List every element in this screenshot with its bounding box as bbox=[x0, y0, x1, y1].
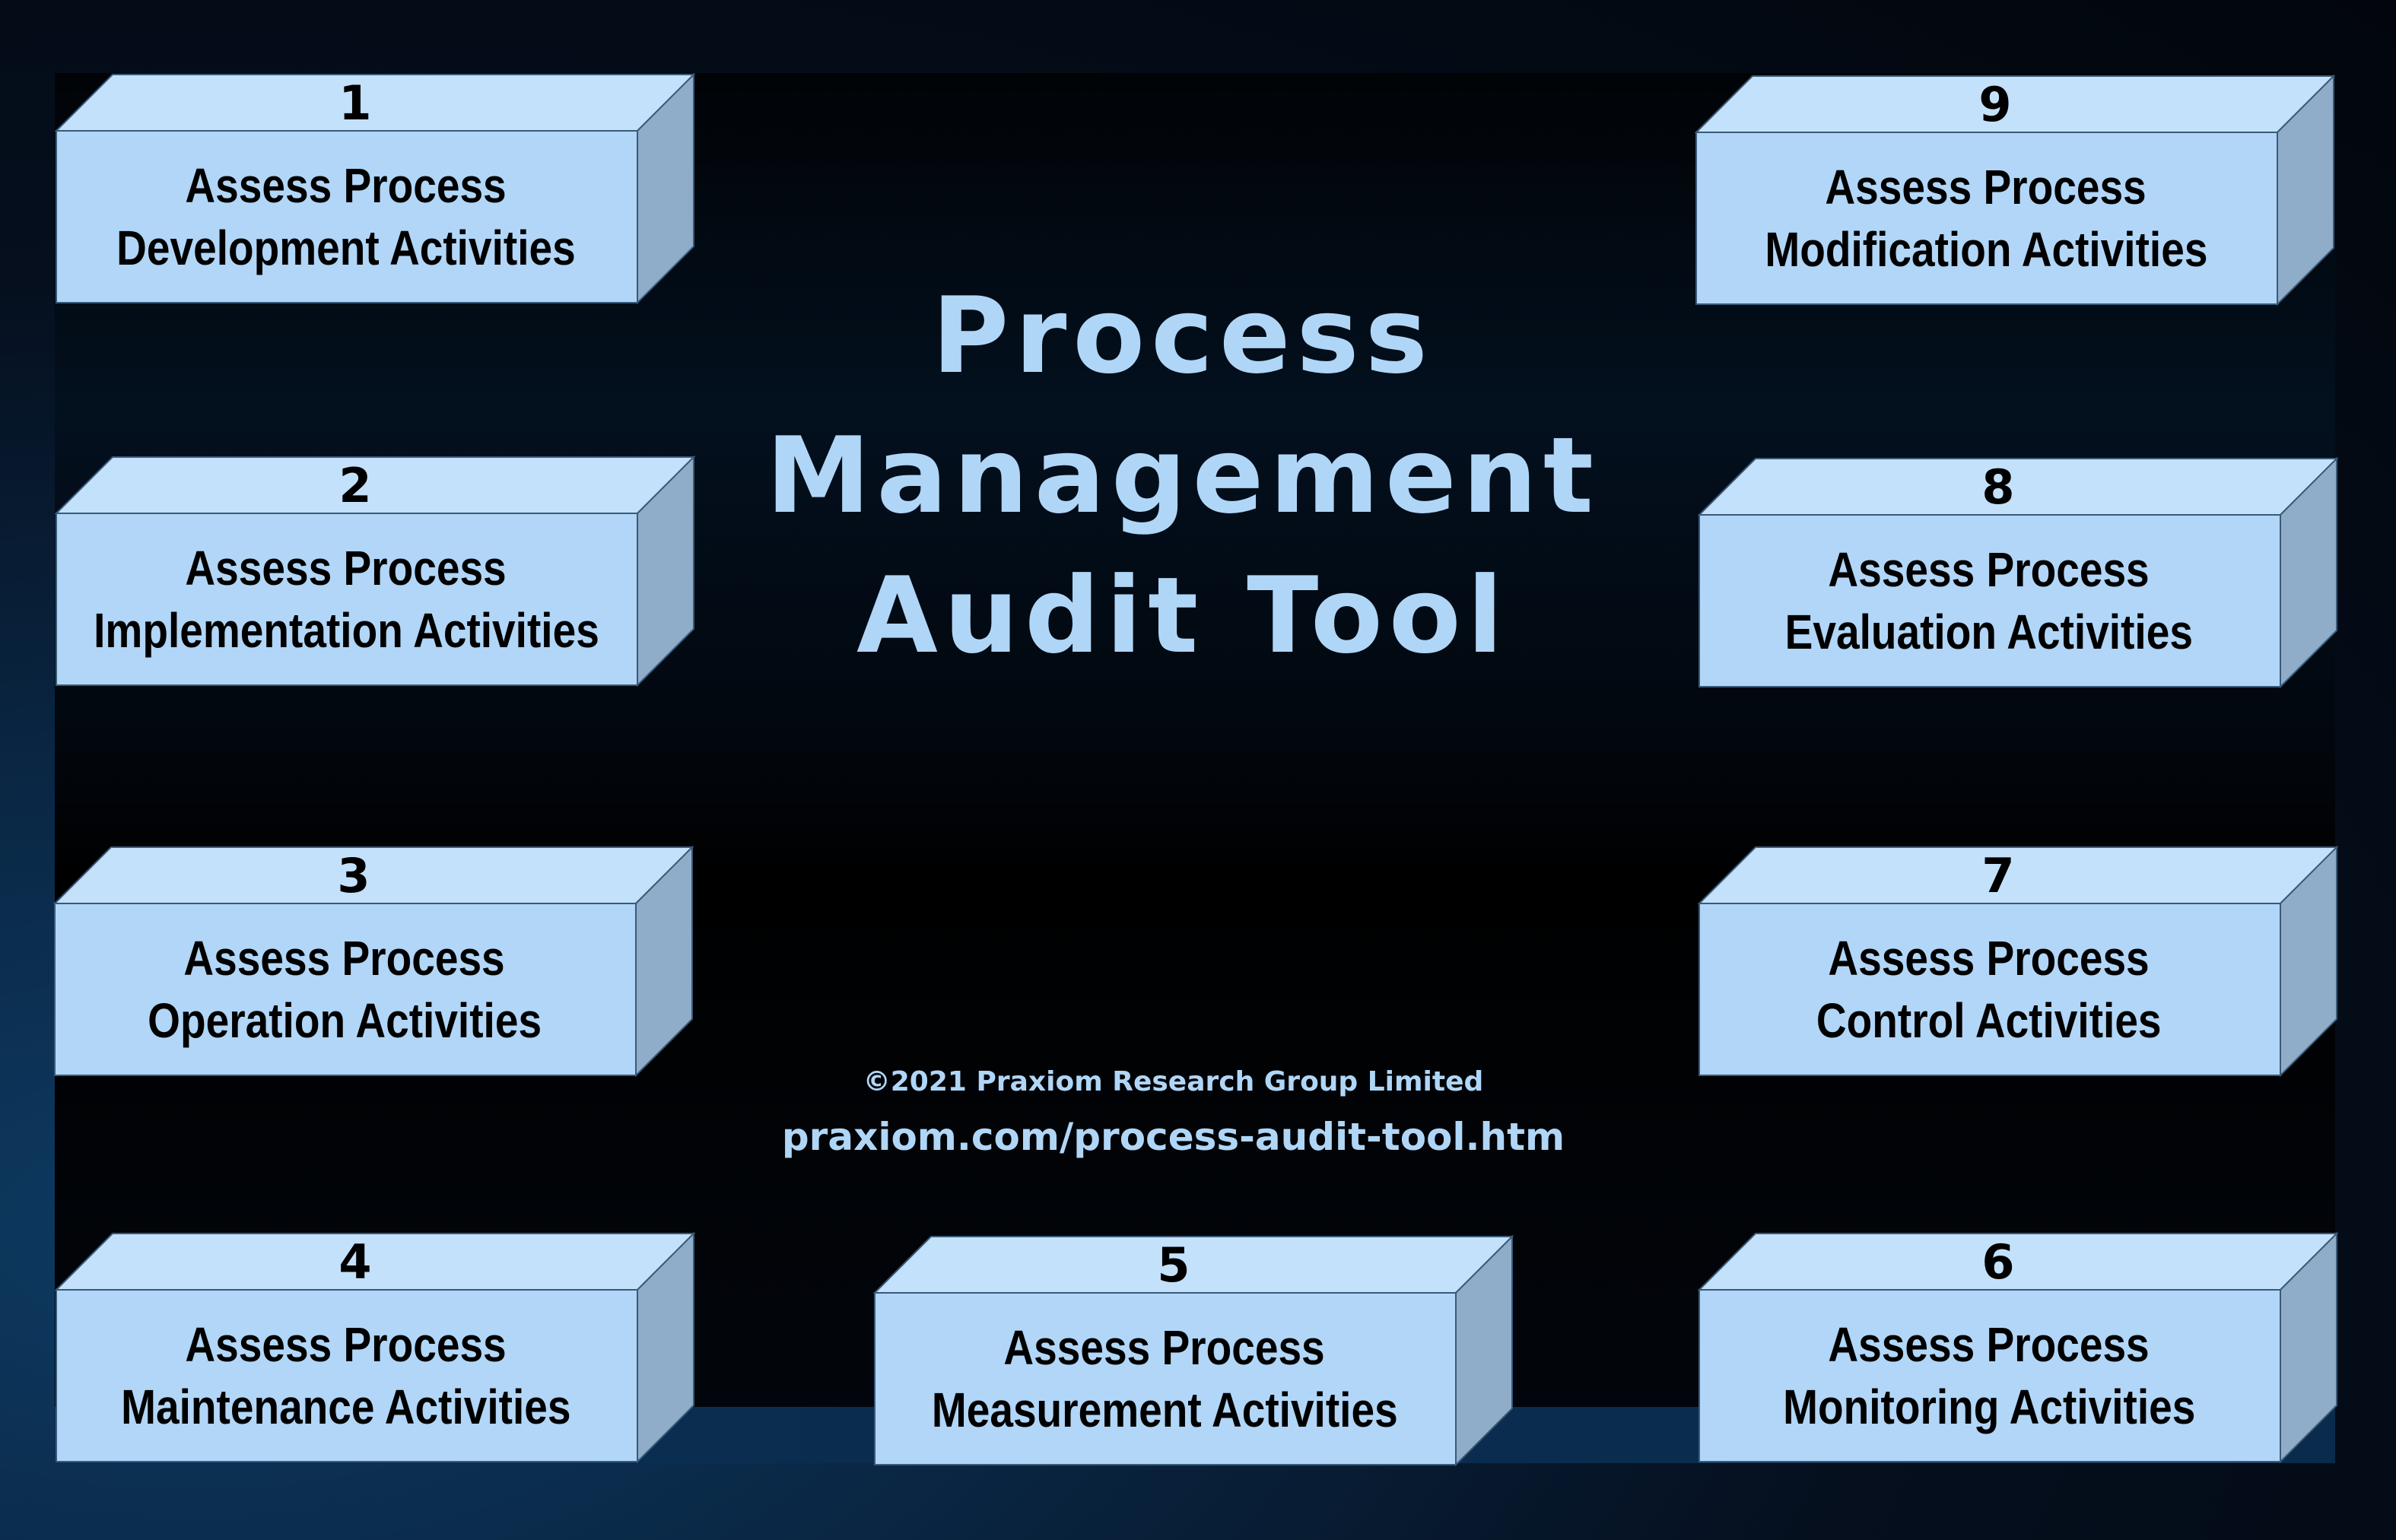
step-box-shape bbox=[52, 845, 694, 1078]
step-box-shape bbox=[54, 455, 696, 687]
step-box-shape bbox=[54, 1231, 696, 1464]
step-number: 2 bbox=[338, 458, 372, 513]
step-number: 6 bbox=[1981, 1234, 2015, 1290]
step-label: Assess Process Evaluation Activities bbox=[1702, 515, 2276, 687]
step-label: Assess Process Monitoring Activities bbox=[1702, 1290, 2276, 1462]
step-label-line1: Assess Process bbox=[1828, 542, 2150, 597]
step-label-line1: Assess Process bbox=[183, 931, 506, 986]
step-label-line2: Measurement Activities bbox=[931, 1383, 1398, 1437]
step-number: 8 bbox=[1981, 459, 2015, 515]
step-label-line2: Maintenance Activities bbox=[121, 1380, 571, 1434]
step-number: 1 bbox=[338, 75, 372, 131]
step-box-4[interactable]: 4 Assess Process Maintenance Activities bbox=[54, 1231, 696, 1465]
step-box-9[interactable]: 9 Assess Process Modification Activities bbox=[1694, 74, 2336, 307]
step-label-line2: Modification Activities bbox=[1764, 222, 2208, 277]
step-box-shape bbox=[1697, 1231, 2339, 1464]
step-box-1[interactable]: 1 Assess Process Development Activities bbox=[54, 72, 696, 306]
step-label-line1: Assess Process bbox=[1828, 931, 2150, 986]
step-box-5[interactable]: 5 Assess Process Measurement Activities bbox=[872, 1234, 1514, 1468]
step-box-shape bbox=[872, 1234, 1514, 1467]
step-box-2[interactable]: 2 Assess Process Implementation Activiti… bbox=[54, 455, 696, 688]
step-box-shape bbox=[1694, 74, 2336, 306]
step-number: 4 bbox=[338, 1234, 372, 1290]
step-label-line2: Operation Activities bbox=[148, 993, 542, 1048]
website-link[interactable]: praxiom.com/process-audit-tool.htm bbox=[781, 1115, 1565, 1159]
step-label: Assess Process Implementation Activities bbox=[59, 513, 633, 685]
step-number: 5 bbox=[1157, 1237, 1190, 1293]
page-title: Process Management Audit Tool bbox=[761, 266, 1605, 686]
step-box-6[interactable]: 6 Assess Process Monitoring Activities bbox=[1697, 1231, 2339, 1465]
step-label-line2: Implementation Activities bbox=[93, 603, 599, 658]
step-box-3[interactable]: 3 Assess Process Operation Activities bbox=[52, 845, 694, 1078]
step-box-shape bbox=[54, 72, 696, 305]
step-label: Assess Process Measurement Activities bbox=[878, 1293, 1451, 1465]
step-label-line2: Evaluation Activities bbox=[1784, 605, 2194, 659]
step-label-line1: Assess Process bbox=[1003, 1320, 1326, 1375]
step-number: 7 bbox=[1981, 848, 2015, 903]
title-line-2: Management bbox=[766, 414, 1600, 537]
step-box-shape bbox=[1697, 456, 2339, 689]
step-label: Assess Process Operation Activities bbox=[58, 903, 631, 1075]
step-label-line2: Monitoring Activities bbox=[1782, 1380, 2196, 1434]
step-label-line1: Assess Process bbox=[185, 158, 507, 213]
title-line-1: Process bbox=[932, 275, 1434, 397]
title-line-3: Audit Tool bbox=[856, 554, 1509, 677]
step-label-line2: Control Activities bbox=[1816, 993, 2162, 1048]
step-label-line1: Assess Process bbox=[1825, 160, 2147, 214]
step-label-line2: Development Activities bbox=[116, 221, 576, 275]
step-label: Assess Process Control Activities bbox=[1702, 903, 2276, 1075]
step-label-line1: Assess Process bbox=[185, 1317, 507, 1372]
step-number: 9 bbox=[1978, 77, 2012, 132]
step-box-shape bbox=[1697, 845, 2339, 1078]
step-box-7[interactable]: 7 Assess Process Control Activities bbox=[1697, 845, 2339, 1078]
step-box-8[interactable]: 8 Assess Process Evaluation Activities bbox=[1697, 456, 2339, 690]
step-number: 3 bbox=[337, 848, 370, 903]
step-label: Assess Process Modification Activities bbox=[1699, 132, 2273, 304]
step-label-line1: Assess Process bbox=[1828, 1317, 2150, 1372]
copyright-text: ©2021 Praxiom Research Group Limited bbox=[863, 1066, 1484, 1097]
step-label: Assess Process Development Activities bbox=[59, 131, 633, 303]
step-label-line1: Assess Process bbox=[185, 541, 507, 595]
step-label: Assess Process Maintenance Activities bbox=[59, 1290, 633, 1462]
